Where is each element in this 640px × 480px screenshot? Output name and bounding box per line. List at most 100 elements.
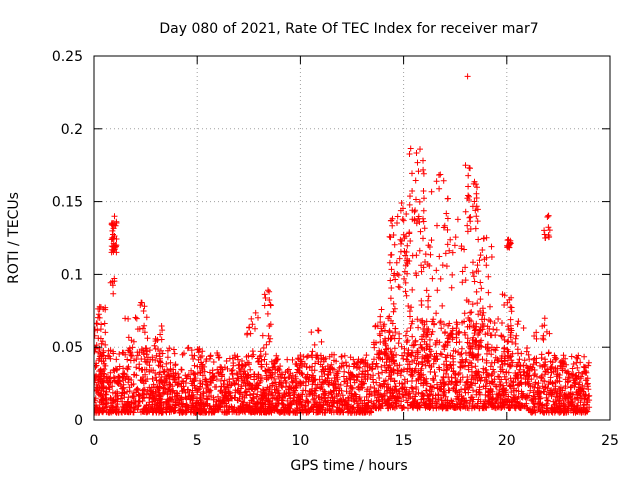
data-point <box>395 340 402 347</box>
data-point <box>582 377 589 384</box>
data-point <box>474 369 481 376</box>
data-point <box>109 383 116 390</box>
data-point <box>190 370 197 377</box>
data-point <box>390 367 397 374</box>
data-point <box>358 358 365 365</box>
data-point <box>409 252 416 259</box>
data-point <box>453 382 460 389</box>
data-point <box>546 227 553 234</box>
data-point <box>175 381 182 387</box>
data-point <box>439 302 446 309</box>
data-point <box>368 366 375 373</box>
data-point <box>421 195 427 202</box>
data-point <box>319 379 326 385</box>
data-point <box>465 384 472 391</box>
data-point <box>256 358 262 364</box>
data-point <box>106 386 113 393</box>
data-point <box>505 369 512 376</box>
data-point <box>465 366 472 373</box>
data-point <box>338 353 345 360</box>
data-point <box>100 347 107 354</box>
data-point <box>520 362 527 369</box>
data-point <box>289 379 296 386</box>
data-point <box>462 264 469 271</box>
data-point <box>133 372 140 379</box>
data-point <box>287 370 294 377</box>
data-point <box>377 383 384 390</box>
data-point <box>149 356 156 363</box>
data-point <box>503 379 510 386</box>
data-point <box>557 359 564 366</box>
data-point <box>301 404 308 410</box>
data-point <box>467 397 474 404</box>
data-point <box>420 157 426 164</box>
data-point <box>390 357 397 364</box>
data-point <box>510 378 517 385</box>
data-point <box>197 391 204 398</box>
data-point <box>482 344 489 351</box>
data-point <box>266 401 273 408</box>
data-point <box>367 390 374 397</box>
data-point <box>424 331 431 338</box>
data-point <box>152 406 159 413</box>
data-point <box>110 348 117 355</box>
data-point <box>126 403 133 410</box>
data-point <box>422 378 429 385</box>
data-point <box>301 360 308 367</box>
data-point <box>467 214 474 220</box>
data-point <box>100 407 107 414</box>
data-point <box>440 392 447 399</box>
data-point <box>542 235 549 241</box>
data-point <box>325 394 332 401</box>
data-point <box>260 386 266 393</box>
data-point <box>239 401 246 407</box>
data-point <box>581 396 588 402</box>
data-point <box>164 366 171 373</box>
data-point <box>464 335 471 342</box>
data-point <box>119 389 126 396</box>
data-point <box>398 200 405 206</box>
data-point <box>163 360 170 367</box>
data-point <box>310 372 317 379</box>
data-point <box>259 392 266 399</box>
data-point <box>477 327 484 333</box>
data-point <box>527 383 534 390</box>
data-point <box>367 408 374 415</box>
data-point <box>156 383 163 390</box>
data-point <box>575 374 582 380</box>
data-point <box>422 362 429 369</box>
data-point <box>317 361 324 368</box>
data-point <box>505 348 512 355</box>
data-point <box>328 351 335 358</box>
data-point <box>542 371 548 378</box>
data-point <box>124 366 131 373</box>
data-point <box>477 378 484 384</box>
data-point <box>266 297 273 303</box>
data-point <box>124 365 131 372</box>
data-point <box>434 287 441 294</box>
data-point <box>544 214 551 220</box>
data-point <box>203 400 210 407</box>
data-point <box>488 332 495 339</box>
data-point <box>263 341 270 348</box>
data-point <box>397 402 404 409</box>
data-point <box>457 377 464 383</box>
data-point <box>540 336 547 343</box>
data-point <box>404 328 410 335</box>
data-point <box>433 310 440 317</box>
data-point <box>516 356 523 363</box>
data-point <box>209 367 216 374</box>
data-point <box>254 385 261 392</box>
data-point <box>507 354 513 361</box>
data-point <box>376 382 383 388</box>
data-point <box>509 350 516 357</box>
data-point <box>303 354 310 361</box>
data-point <box>473 388 480 395</box>
data-point <box>342 401 349 408</box>
data-point <box>174 381 181 388</box>
data-point <box>425 304 432 310</box>
data-point <box>427 251 434 258</box>
data-point <box>330 409 337 416</box>
data-point <box>385 315 392 322</box>
data-point <box>293 383 300 390</box>
